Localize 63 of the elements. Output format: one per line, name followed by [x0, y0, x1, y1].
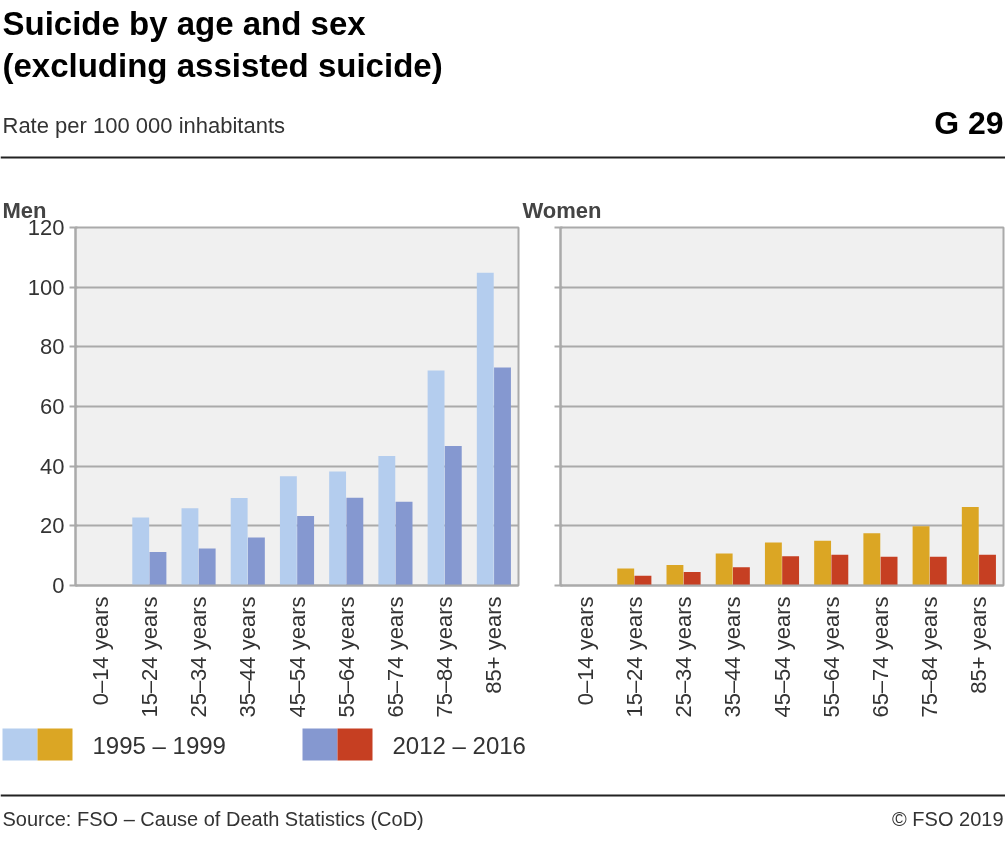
- bar: [427, 370, 445, 586]
- x-tick-label: 35–44 years: [720, 596, 746, 718]
- bar: [378, 456, 396, 586]
- text: G 29: [934, 104, 1004, 141]
- chart-title: Women: [522, 197, 602, 223]
- x-tick-label: 55–64 years: [333, 596, 359, 718]
- y-tick-label: 60: [40, 394, 65, 419]
- bar: [494, 367, 511, 586]
- bar: [198, 548, 216, 586]
- bar: [395, 501, 413, 586]
- bar: [764, 542, 782, 586]
- x-tick-label: 45–54 years: [284, 596, 310, 718]
- x-tick-label: 35–44 years: [235, 596, 261, 718]
- x-tick-label: 85+ years: [481, 596, 507, 694]
- x-tick-label: 85+ years: [966, 596, 992, 694]
- text: Rate per 100 000 inhabitants: [2, 112, 286, 138]
- bar: [880, 556, 898, 586]
- x-tick-label: 55–64 years: [818, 596, 844, 718]
- x-tick-label: 25–34 years: [671, 596, 697, 718]
- bar: [230, 498, 248, 586]
- y-tick-label: 0: [52, 573, 65, 598]
- x-tick-label: 45–54 years: [769, 596, 795, 718]
- bar: [961, 507, 979, 586]
- bar: [715, 553, 733, 586]
- x-tick-label: 0–14 years: [572, 596, 598, 706]
- bar: [912, 526, 930, 586]
- x-tick-label: 15–24 years: [621, 596, 647, 718]
- bar: [476, 272, 494, 586]
- bar: [279, 476, 297, 586]
- bar: [732, 567, 750, 586]
- bar: [683, 572, 701, 586]
- bar: [666, 564, 684, 586]
- legend-label: 2012 – 2016: [392, 732, 526, 759]
- legend-label: 1995 – 1999: [92, 732, 226, 759]
- bar: [297, 515, 315, 586]
- bar: [346, 497, 364, 586]
- bar: [863, 533, 881, 586]
- bar: [181, 508, 199, 586]
- x-tick-label: 65–74 years: [382, 596, 408, 718]
- bar: [149, 552, 167, 586]
- bar: [617, 568, 635, 586]
- bar: [814, 540, 832, 586]
- x-tick-label: 15–24 years: [136, 596, 162, 718]
- bar: [831, 554, 849, 586]
- text: Suicide by age and sex (excluding assisted suicide): [2, 4, 443, 85]
- bar: [247, 537, 265, 586]
- bar: [979, 554, 996, 586]
- x-tick-label: 65–74 years: [867, 596, 893, 718]
- x-tick-label: 75–84 years: [432, 596, 458, 718]
- x-tick-label: 75–84 years: [917, 596, 943, 718]
- bar: [132, 517, 150, 586]
- bar: [782, 556, 800, 586]
- y-tick-label: 40: [40, 453, 65, 479]
- bar: [444, 445, 462, 586]
- text: © FSO 2019: [892, 807, 1004, 830]
- x-tick-label: 25–34 years: [186, 596, 212, 718]
- bar: [929, 556, 947, 586]
- source-note: Source: FSO – Cause of Death Statistics (CoD): [2, 807, 424, 830]
- bar: [329, 471, 347, 586]
- y-tick-label: 100: [27, 274, 65, 300]
- y-tick-label: 20: [40, 513, 65, 539]
- x-tick-label: 0–14 years: [87, 596, 113, 706]
- y-tick-label: 80: [40, 334, 65, 360]
